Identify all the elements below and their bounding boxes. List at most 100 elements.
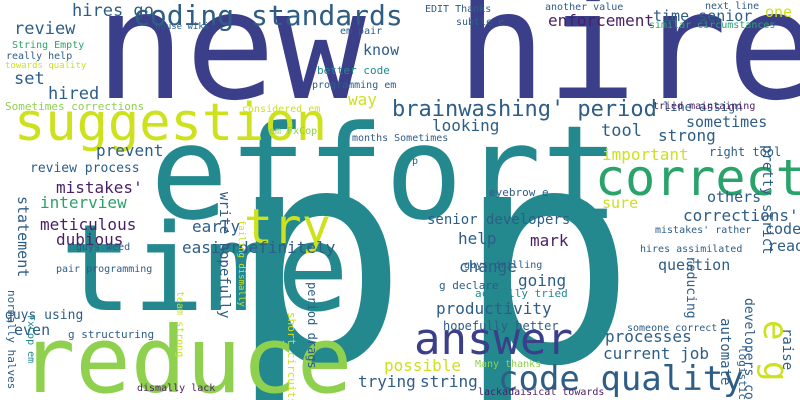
word: processes xyxy=(605,327,692,346)
word: question xyxy=(658,256,731,274)
word: productivity xyxy=(436,299,552,318)
word: failing dismally xyxy=(236,220,246,307)
word: tried maintaining xyxy=(653,101,756,112)
word: period drags xyxy=(305,282,319,369)
word: programming em xyxy=(312,80,397,91)
word: going xyxy=(518,271,567,290)
word: p xyxy=(228,83,409,400)
word: Many thanks xyxy=(475,359,542,370)
word: new hires xyxy=(95,0,800,134)
word: hires assimilated xyxy=(640,244,743,255)
word: towards quality xyxy=(5,61,87,71)
word: p xyxy=(412,156,419,167)
word: definitely xyxy=(239,238,336,257)
word: change xyxy=(459,257,517,276)
word: Sometimes corrections xyxy=(5,100,145,113)
word: right tool xyxy=(709,145,782,159)
word: better code xyxy=(317,64,390,77)
word: strong xyxy=(658,126,716,145)
word: developers coach xyxy=(741,298,756,400)
word: code quality xyxy=(498,359,744,399)
word: answer xyxy=(414,314,573,365)
word: another value xyxy=(545,2,624,13)
word: em pair xyxy=(340,26,383,37)
word: mistakes' rather xyxy=(655,225,752,236)
word: enforcement xyxy=(548,11,654,30)
word: next line xyxy=(705,1,760,12)
word: pretty strict xyxy=(759,145,775,255)
word: trying xyxy=(358,372,416,391)
word: eyebrow e xyxy=(489,186,549,199)
word: logistical reasons xyxy=(736,347,749,400)
word: hires go xyxy=(72,1,154,21)
word: line assign xyxy=(663,100,743,114)
word: looking xyxy=(432,116,500,135)
word: dismally lack xyxy=(137,383,216,394)
word: corrections' xyxy=(683,206,799,225)
word: guys drilling xyxy=(464,260,543,271)
word: correct xyxy=(595,149,800,207)
word: guys using xyxy=(5,308,84,323)
word: sure xyxy=(602,194,639,212)
word: important xyxy=(602,145,689,164)
word: dubious xyxy=(56,230,124,249)
word: review xyxy=(14,19,76,39)
word: months Sometimes xyxy=(352,133,449,144)
word: mark xyxy=(530,231,569,250)
word: suggestion xyxy=(14,93,328,153)
word: reduce xyxy=(20,307,353,400)
word: set xyxy=(14,69,45,89)
word: em FxCop xyxy=(269,126,318,137)
word: String Empty xyxy=(12,40,85,51)
word: time senior xyxy=(653,7,753,25)
word: g declare xyxy=(439,279,499,292)
word: house wiki xyxy=(155,22,210,32)
word: read xyxy=(768,237,800,255)
word: try xyxy=(244,199,331,255)
word: EDIT Thanks xyxy=(425,4,492,15)
word: normally halves xyxy=(5,290,18,390)
word: sometimes xyxy=(686,113,768,131)
word: e g xyxy=(755,320,795,382)
word: even xyxy=(14,321,51,339)
word: easier xyxy=(182,238,240,257)
word: actually tried xyxy=(475,287,568,300)
word: tool xyxy=(601,121,642,141)
word: raise xyxy=(779,328,795,371)
word: short circuits xyxy=(285,312,298,400)
word: guys weed xyxy=(76,242,131,253)
word: know xyxy=(363,41,400,59)
word: someone correct xyxy=(627,323,718,334)
word: mistakes' xyxy=(56,178,143,197)
word: really help xyxy=(6,51,73,62)
word: current job xyxy=(603,344,709,363)
word: review process xyxy=(30,161,140,176)
word: possible xyxy=(384,356,462,375)
word: p xyxy=(456,83,637,400)
word: code xyxy=(765,220,800,238)
word: similar circumstances xyxy=(649,20,776,31)
word: time xyxy=(60,200,349,339)
word: help xyxy=(458,229,497,248)
word: effort xyxy=(150,97,620,249)
word: automate xyxy=(717,318,733,386)
word: hopefully better xyxy=(443,319,559,333)
word: write hopefully xyxy=(216,192,232,319)
word: subtle e xyxy=(456,17,505,28)
word: lackadaisical towards xyxy=(478,387,605,398)
word: reducing xyxy=(683,256,698,319)
word: brainwashing' period xyxy=(392,97,657,122)
word: early xyxy=(192,217,241,236)
word: considered em xyxy=(242,104,321,115)
word: statement xyxy=(14,196,32,278)
word: way xyxy=(348,90,377,109)
word: hired xyxy=(48,84,100,104)
word: FxCop em xyxy=(25,315,36,364)
word: meticulous xyxy=(40,215,137,234)
word: coding standards xyxy=(133,0,403,32)
word: string xyxy=(420,372,478,391)
word: pair programming xyxy=(56,264,153,275)
word: others xyxy=(707,188,762,206)
word: senior developers xyxy=(427,212,571,228)
